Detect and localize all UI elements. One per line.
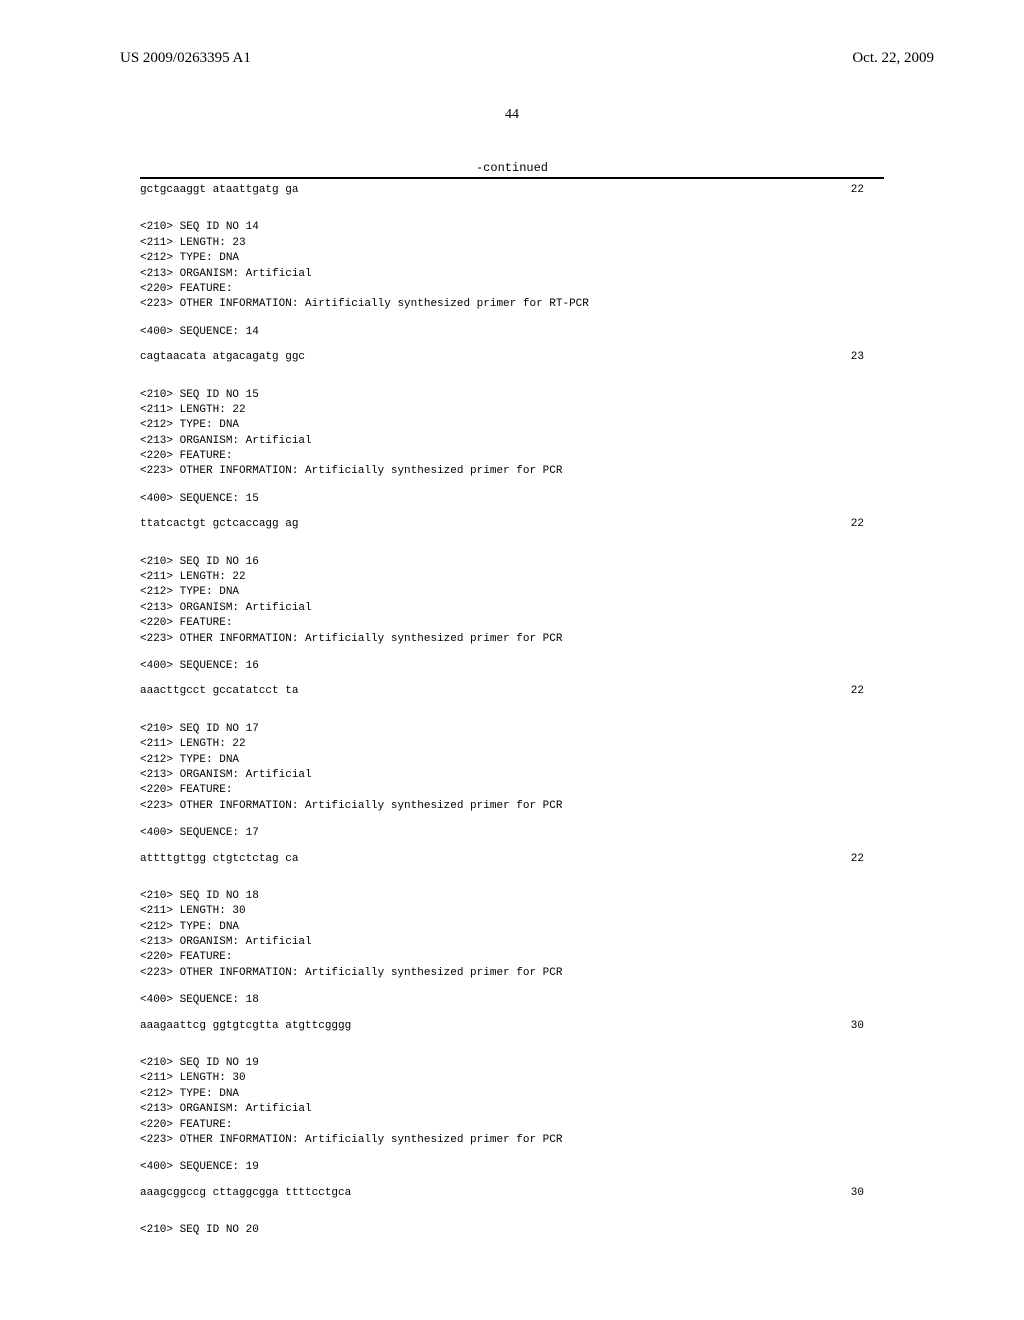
seq-header-line: <212> TYPE: DNA xyxy=(140,418,884,433)
seq-header-line: <213> ORGANISM: Artificial xyxy=(140,267,884,282)
sequence-length: 22 xyxy=(851,852,884,867)
sequence-length: 22 xyxy=(851,517,884,532)
seq-header-line: <210> SEQ ID NO 20 xyxy=(140,1223,884,1238)
seq-header-line: <210> SEQ ID NO 16 xyxy=(140,555,884,570)
seq-header-line: <212> TYPE: DNA xyxy=(140,251,884,266)
sequence-row: aaacttgcct gccatatcct ta 22 xyxy=(140,684,884,699)
sequence-length: 23 xyxy=(851,350,884,365)
seq-header-line: <220> FEATURE: xyxy=(140,783,884,798)
sequence-text: aaagaattcg ggtgtcgtta atgttcgggg xyxy=(140,1019,351,1034)
seq-header-line: <223> OTHER INFORMATION: Artificially sy… xyxy=(140,799,884,814)
sequence-length: 30 xyxy=(851,1019,884,1034)
sequence-label: <400> SEQUENCE: 15 xyxy=(140,492,884,507)
sequence-label: <400> SEQUENCE: 18 xyxy=(140,993,884,1008)
page-number: 44 xyxy=(0,107,1024,123)
sequence-label: <400> SEQUENCE: 14 xyxy=(140,325,884,340)
seq-header-line: <213> ORGANISM: Artificial xyxy=(140,601,884,616)
sequence-header-block: <210> SEQ ID NO 15 <211> LENGTH: 22 <212… xyxy=(140,388,884,480)
seq-header-line: <211> LENGTH: 22 xyxy=(140,737,884,752)
sequence-listing: gctgcaaggt ataattgatg ga 22 <210> SEQ ID… xyxy=(140,177,884,1239)
sequence-row: aaagaattcg ggtgtcgtta atgttcgggg 30 xyxy=(140,1019,884,1034)
seq-header-line: <220> FEATURE: xyxy=(140,950,884,965)
sequence-label: <400> SEQUENCE: 19 xyxy=(140,1160,884,1175)
sequence-row: ttatcactgt gctcaccagg ag 22 xyxy=(140,517,884,532)
seq-header-line: <223> OTHER INFORMATION: Artificially sy… xyxy=(140,966,884,981)
publication-date: Oct. 22, 2009 xyxy=(852,50,934,67)
seq-header-line: <213> ORGANISM: Artificial xyxy=(140,1102,884,1117)
seq-header-line: <210> SEQ ID NO 19 xyxy=(140,1056,884,1071)
sequence-header-block: <210> SEQ ID NO 16 <211> LENGTH: 22 <212… xyxy=(140,555,884,647)
seq-header-line: <223> OTHER INFORMATION: Artificially sy… xyxy=(140,1133,884,1148)
sequence-length: 22 xyxy=(851,183,884,198)
sequence-length: 30 xyxy=(851,1186,884,1201)
seq-header-line: <213> ORGANISM: Artificial xyxy=(140,434,884,449)
seq-header-line: <220> FEATURE: xyxy=(140,1118,884,1133)
seq-header-line: <210> SEQ ID NO 15 xyxy=(140,388,884,403)
seq-header-line: <220> FEATURE: xyxy=(140,449,884,464)
sequence-text: gctgcaaggt ataattgatg ga xyxy=(140,183,298,198)
seq-header-line: <211> LENGTH: 30 xyxy=(140,1071,884,1086)
sequence-text: ttatcactgt gctcaccagg ag xyxy=(140,517,298,532)
seq-header-line: <213> ORGANISM: Artificial xyxy=(140,768,884,783)
sequence-text: attttgttgg ctgtctctag ca xyxy=(140,852,298,867)
seq-header-line: <220> FEATURE: xyxy=(140,282,884,297)
seq-header-line: <212> TYPE: DNA xyxy=(140,753,884,768)
sequence-header-block: <210> SEQ ID NO 14 <211> LENGTH: 23 <212… xyxy=(140,220,884,312)
sequence-length: 22 xyxy=(851,684,884,699)
publication-number: US 2009/0263395 A1 xyxy=(120,50,251,67)
sequence-label: <400> SEQUENCE: 17 xyxy=(140,826,884,841)
seq-header-line: <212> TYPE: DNA xyxy=(140,920,884,935)
seq-header-line: <211> LENGTH: 22 xyxy=(140,570,884,585)
sequence-text: aaagcggccg cttaggcgga ttttcctgca xyxy=(140,1186,351,1201)
seq-header-line: <211> LENGTH: 23 xyxy=(140,236,884,251)
seq-header-line: <211> LENGTH: 30 xyxy=(140,904,884,919)
sequence-header-block: <210> SEQ ID NO 20 xyxy=(140,1223,884,1238)
seq-header-line: <212> TYPE: DNA xyxy=(140,1087,884,1102)
seq-header-line: <211> LENGTH: 22 xyxy=(140,403,884,418)
seq-header-line: <223> OTHER INFORMATION: Airtificially s… xyxy=(140,297,884,312)
sequence-header-block: <210> SEQ ID NO 19 <211> LENGTH: 30 <212… xyxy=(140,1056,884,1148)
sequence-text: aaacttgcct gccatatcct ta xyxy=(140,684,298,699)
sequence-row: aaagcggccg cttaggcgga ttttcctgca 30 xyxy=(140,1186,884,1201)
seq-header-line: <223> OTHER INFORMATION: Artificially sy… xyxy=(140,464,884,479)
seq-header-line: <210> SEQ ID NO 17 xyxy=(140,722,884,737)
seq-header-line: <210> SEQ ID NO 18 xyxy=(140,889,884,904)
seq-header-line: <213> ORGANISM: Artificial xyxy=(140,935,884,950)
sequence-row: attttgttgg ctgtctctag ca 22 xyxy=(140,852,884,867)
sequence-row: cagtaacata atgacagatg ggc 23 xyxy=(140,350,884,365)
seq-header-line: <220> FEATURE: xyxy=(140,616,884,631)
sequence-row: gctgcaaggt ataattgatg ga 22 xyxy=(140,183,884,198)
sequence-header-block: <210> SEQ ID NO 18 <211> LENGTH: 30 <212… xyxy=(140,889,884,981)
seq-header-line: <212> TYPE: DNA xyxy=(140,585,884,600)
seq-header-line: <223> OTHER INFORMATION: Artificially sy… xyxy=(140,632,884,647)
continued-label: -continued xyxy=(0,161,1024,175)
page-header: US 2009/0263395 A1 Oct. 22, 2009 xyxy=(0,0,1024,67)
sequence-header-block: <210> SEQ ID NO 17 <211> LENGTH: 22 <212… xyxy=(140,722,884,814)
sequence-label: <400> SEQUENCE: 16 xyxy=(140,659,884,674)
sequence-text: cagtaacata atgacagatg ggc xyxy=(140,350,305,365)
seq-header-line: <210> SEQ ID NO 14 xyxy=(140,220,884,235)
